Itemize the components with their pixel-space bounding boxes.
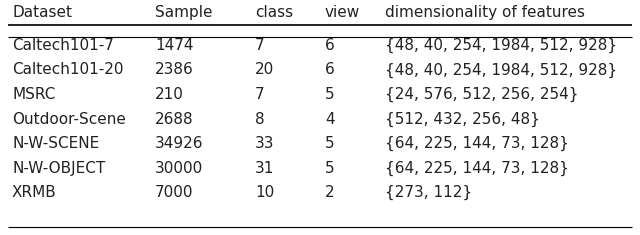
Text: {48, 40, 254, 1984, 512, 928}: {48, 40, 254, 1984, 512, 928} [385, 38, 617, 53]
Text: Caltech101-20: Caltech101-20 [12, 63, 124, 78]
Text: view: view [325, 5, 360, 20]
Text: 2386: 2386 [155, 63, 194, 78]
Text: 1474: 1474 [155, 38, 193, 53]
Text: 2: 2 [325, 185, 335, 200]
Text: dimensionality of features: dimensionality of features [385, 5, 585, 20]
Text: 2688: 2688 [155, 111, 194, 126]
Text: N-W-SCENE: N-W-SCENE [12, 136, 99, 151]
Text: class: class [255, 5, 293, 20]
Text: 6: 6 [325, 38, 335, 53]
Text: Dataset: Dataset [12, 5, 72, 20]
Text: 7: 7 [255, 87, 264, 102]
Text: {512, 432, 256, 48}: {512, 432, 256, 48} [385, 111, 540, 127]
Text: {64, 225, 144, 73, 128}: {64, 225, 144, 73, 128} [385, 136, 569, 151]
Text: Sample: Sample [155, 5, 212, 20]
Text: 10: 10 [255, 185, 275, 200]
Text: 5: 5 [325, 136, 335, 151]
Text: MSRC: MSRC [12, 87, 56, 102]
Text: 210: 210 [155, 87, 184, 102]
Text: 33: 33 [255, 136, 275, 151]
Text: 4: 4 [325, 111, 335, 126]
Text: 31: 31 [255, 161, 275, 176]
Text: 5: 5 [325, 161, 335, 176]
Text: Caltech101-7: Caltech101-7 [12, 38, 114, 53]
Text: Outdoor-Scene: Outdoor-Scene [12, 111, 126, 126]
Text: {64, 225, 144, 73, 128}: {64, 225, 144, 73, 128} [385, 161, 569, 176]
Text: {48, 40, 254, 1984, 512, 928}: {48, 40, 254, 1984, 512, 928} [385, 63, 617, 78]
Text: 8: 8 [255, 111, 264, 126]
Text: {273, 112}: {273, 112} [385, 185, 472, 200]
Text: 7000: 7000 [155, 185, 193, 200]
Text: 6: 6 [325, 63, 335, 78]
Text: 5: 5 [325, 87, 335, 102]
Text: 20: 20 [255, 63, 275, 78]
Text: N-W-OBJECT: N-W-OBJECT [12, 161, 105, 176]
Text: XRMB: XRMB [12, 185, 57, 200]
Text: 30000: 30000 [155, 161, 204, 176]
Text: 7: 7 [255, 38, 264, 53]
Text: 34926: 34926 [155, 136, 204, 151]
Text: {24, 576, 512, 256, 254}: {24, 576, 512, 256, 254} [385, 87, 579, 102]
